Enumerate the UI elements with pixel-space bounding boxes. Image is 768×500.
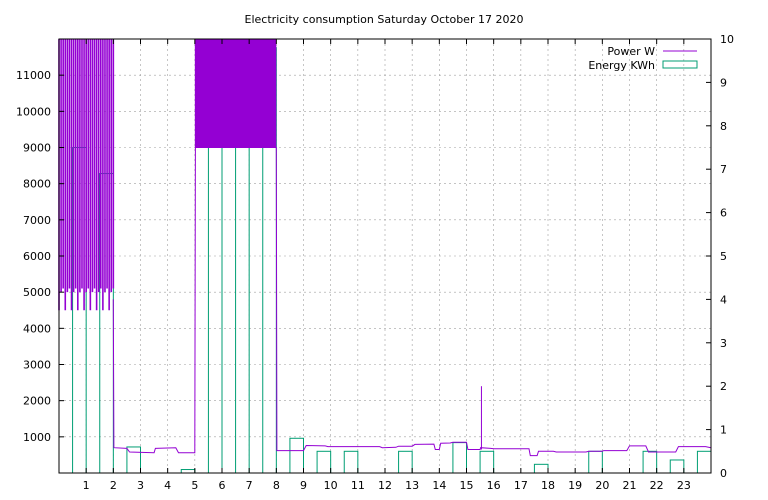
- y2-tick-label: 4: [720, 293, 727, 306]
- power-series: [58, 39, 712, 457]
- legend-swatch-energy: [662, 60, 698, 69]
- axes: 1 2 3 4 5 6 7 8 9 10 11 12 13 14 15 16 17 18 19 20 21 22 23100…: [16, 33, 734, 492]
- x-tick-label: 22: [650, 479, 664, 492]
- x-tick-label: 23: [677, 479, 691, 492]
- y-tick-label: 5000: [23, 286, 51, 299]
- energy-bar: [669, 459, 685, 474]
- power-oscillation: [58, 39, 115, 311]
- x-tick-label: 14: [432, 479, 446, 492]
- y-tick-label: 8000: [23, 178, 51, 191]
- legend: Power W Energy KWh: [588, 45, 698, 72]
- x-tick-label: 7: [246, 479, 253, 492]
- y2-tick-label: 2: [720, 380, 727, 393]
- x-tick-label: 13: [405, 479, 419, 492]
- legend-label-power: Power W: [607, 45, 655, 58]
- x-tick-label: 18: [541, 479, 555, 492]
- x-tick-label: 1: [83, 479, 90, 492]
- energy-bar: [452, 442, 467, 474]
- y2-tick-label: 5: [720, 250, 727, 263]
- x-tick-label: 11: [351, 479, 365, 492]
- x-tick-label: 21: [623, 479, 637, 492]
- y2-tick-label: 3: [720, 337, 727, 350]
- y-tick-label: 3000: [23, 359, 51, 372]
- x-tick-label: 2: [110, 479, 117, 492]
- y2-tick-label: 0: [720, 467, 727, 480]
- y-tick-label: 4000: [23, 322, 51, 335]
- energy-bar: [343, 450, 359, 474]
- x-tick-label: 9: [300, 479, 307, 492]
- y2-tick-label: 6: [720, 207, 727, 220]
- x-tick-label: 8: [273, 479, 280, 492]
- x-tick-label: 4: [164, 479, 171, 492]
- y-tick-label: 6000: [23, 250, 51, 263]
- energy-bar: [642, 450, 658, 474]
- x-tick-label: 5: [191, 479, 198, 492]
- x-tick-label: 10: [324, 479, 338, 492]
- energy-bar: [289, 437, 304, 474]
- x-tick-label: 17: [514, 479, 528, 492]
- y-tick-label: 1000: [23, 431, 51, 444]
- energy-bar: [180, 469, 196, 474]
- legend-label-energy: Energy KWh: [588, 59, 655, 72]
- energy-bar: [588, 450, 603, 474]
- y-tick-label: 9000: [23, 142, 51, 155]
- energy-bar: [696, 450, 712, 474]
- y2-tick-label: 9: [720, 76, 727, 89]
- y-tick-label: 10000: [16, 105, 51, 118]
- x-tick-label: 19: [568, 479, 582, 492]
- y2-tick-label: 8: [720, 120, 727, 133]
- grid: [59, 39, 711, 473]
- x-tick-label: 20: [595, 479, 609, 492]
- power-line-path: [112, 147, 712, 457]
- energy-bar: [316, 450, 332, 474]
- y-tick-label: 11000: [16, 69, 51, 82]
- energy-bar: [479, 450, 495, 474]
- x-tick-label: 6: [219, 479, 226, 492]
- y2-tick-label: 7: [720, 163, 727, 176]
- chart-title: Electricity consumption Saturday October…: [245, 13, 524, 26]
- y2-tick-label: 10: [720, 33, 734, 46]
- y-tick-label: 7000: [23, 214, 51, 227]
- x-tick-label: 16: [487, 479, 501, 492]
- x-tick-label: 15: [460, 479, 474, 492]
- energy-bar: [533, 463, 549, 474]
- y2-tick-label: 1: [720, 424, 727, 437]
- power-band: [194, 39, 277, 148]
- x-tick-label: 3: [137, 479, 144, 492]
- energy-bar: [398, 450, 413, 474]
- x-tick-label: 12: [378, 479, 392, 492]
- y-tick-label: 2000: [23, 395, 51, 408]
